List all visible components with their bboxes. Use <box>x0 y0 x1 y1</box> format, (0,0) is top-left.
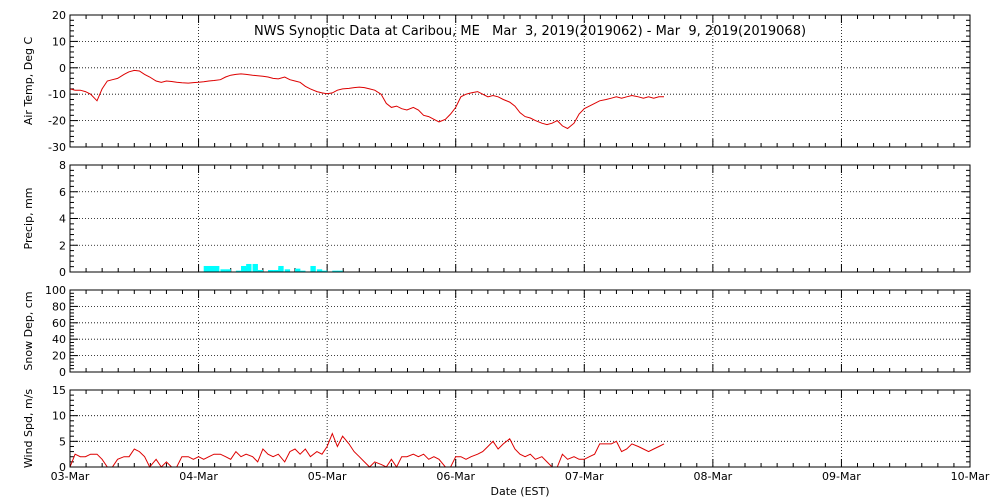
y-tick-label: 8 <box>59 159 66 172</box>
precip-bar <box>300 270 306 272</box>
y-tick-label: 15 <box>52 384 66 397</box>
y-tick-label: 0 <box>59 266 66 279</box>
precip-bar <box>278 265 284 272</box>
wind-speed-line <box>69 432 665 468</box>
x-axis-label: Date (EST) <box>490 485 549 498</box>
y-tick-label: 20 <box>52 9 66 22</box>
precip-bar <box>220 269 226 272</box>
precip-bar <box>337 270 343 272</box>
chart-title: NWS Synoptic Data at Caribou, ME Mar 3, … <box>254 24 806 39</box>
x-tick-label: 05-Mar <box>308 470 347 483</box>
x-tick-label: 10-Mar <box>951 470 990 483</box>
panel-wind-speed: 15 10 5 0 Wind Spd, m/s <box>22 384 971 474</box>
panel-snow-depth: 100 80 60 40 20 0 Snow Dep, cm <box>22 284 971 379</box>
panel-frame <box>69 289 971 373</box>
y-axis-label: Snow Dep, cm <box>22 291 35 370</box>
panel-frame <box>69 389 971 468</box>
y-tick-label: 10 <box>52 410 66 423</box>
y-axis-label: Wind Spd, m/s <box>22 389 35 469</box>
precip-bar <box>214 265 220 272</box>
x-tick-label: 06-Mar <box>436 470 475 483</box>
y-tick-label: 6 <box>59 186 66 199</box>
y-axis-label: Precip, mm <box>22 188 35 250</box>
y-tick-label: -10 <box>48 88 66 101</box>
panel-frame <box>69 14 971 148</box>
y-tick-label: 0 <box>59 366 66 379</box>
precip-bar <box>252 263 258 272</box>
precip-bar <box>203 265 210 272</box>
precip-bar <box>322 270 328 272</box>
air-temp-line <box>69 69 664 130</box>
y-tick-label: 5 <box>59 435 66 448</box>
precip-bar <box>310 265 316 272</box>
y-tick-label: 40 <box>52 333 66 346</box>
y-tick-label: 80 <box>52 300 66 313</box>
precip-bar <box>332 270 338 272</box>
precip-bar <box>246 263 252 272</box>
y-tick-label: -20 <box>48 115 66 128</box>
y-tick-label: -30 <box>48 141 66 154</box>
x-tick-label: 03-Mar <box>51 470 90 483</box>
y-tick-label: 60 <box>52 317 66 330</box>
x-tick-label: 08-Mar <box>693 470 732 483</box>
y-tick-label: 0 <box>59 62 66 75</box>
precip-bar <box>284 269 291 272</box>
y-tick-label: 0 <box>59 461 66 474</box>
precip-bar <box>225 269 231 272</box>
panel-precip: 8 6 4 2 0 Precip, mm <box>22 159 971 279</box>
x-tick-label: 04-Mar <box>179 470 218 483</box>
precip-bar <box>257 269 264 272</box>
precip-bar <box>273 269 279 272</box>
panel-frame <box>69 164 971 273</box>
y-tick-label: 20 <box>52 350 66 363</box>
panel-air-temp: 20 10 0 -10 -20 -30 Air Temp, Deg C <box>22 9 971 154</box>
precip-bar <box>316 269 323 272</box>
precip-bar <box>208 265 215 272</box>
x-tick-label: 09-Mar <box>822 470 861 483</box>
precip-bar <box>241 265 247 272</box>
y-tick-label: 2 <box>59 239 66 252</box>
precip-bar <box>235 270 242 272</box>
y-axis-label: Air Temp, Deg C <box>22 37 35 126</box>
precip-bar <box>268 269 274 272</box>
x-tick-label: 07-Mar <box>565 470 604 483</box>
precip-bar <box>295 268 301 272</box>
y-tick-label: 100 <box>45 284 66 297</box>
y-tick-label: 10 <box>52 35 66 48</box>
y-tick-label: 4 <box>59 213 66 226</box>
